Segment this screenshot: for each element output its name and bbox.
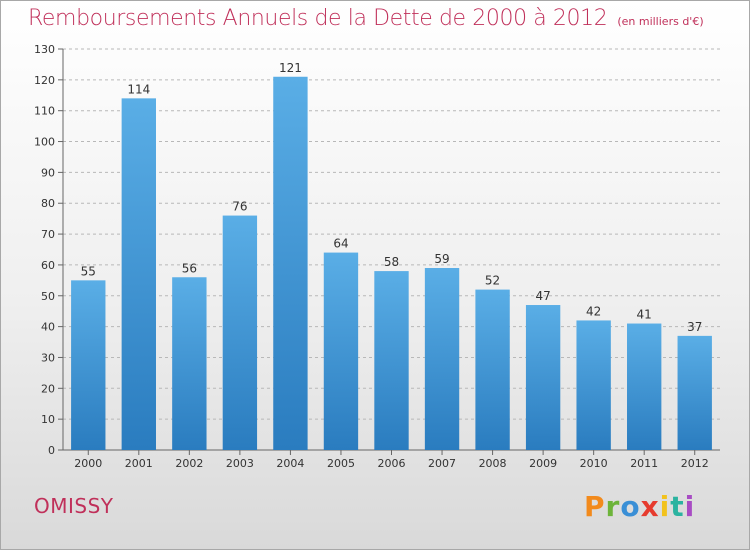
x-tick-label-2012: 2012 — [681, 457, 709, 470]
bar-2001 — [121, 98, 156, 450]
chart-title-group: Remboursements Annuels de la Dette de 20… — [28, 6, 704, 31]
bar-2006 — [374, 271, 409, 450]
x-tick-label-2003: 2003 — [226, 457, 254, 470]
x-tick-label-2009: 2009 — [529, 457, 557, 470]
bar-2007 — [424, 268, 460, 450]
y-tick-label: 40 — [41, 321, 55, 334]
value-label-2007: 59 — [434, 252, 449, 266]
y-tick-label: 70 — [41, 228, 55, 241]
value-label-2005: 64 — [333, 237, 348, 251]
bar-2004 — [273, 76, 308, 450]
bar-2003 — [222, 215, 258, 450]
value-label-2009: 47 — [535, 289, 550, 303]
y-tick-label: 110 — [34, 105, 55, 118]
bars — [71, 76, 712, 450]
value-label-2006: 58 — [384, 255, 399, 269]
labels: 0 10 20 30 40 50 60 70 80 90 100 110 120 130 55 2000 114… — [34, 43, 709, 470]
proxiti-logo: Proxiti — [584, 490, 696, 523]
x-tick-label-2004: 2004 — [276, 457, 304, 470]
x-tick-label-2011: 2011 — [630, 457, 658, 470]
bar-2000 — [71, 280, 106, 450]
bar-2005 — [323, 252, 359, 450]
value-label-2001: 114 — [127, 82, 150, 96]
bar-2012 — [677, 335, 712, 450]
commune-name: OMISSY — [34, 494, 114, 518]
chart-subtitle: (en milliers d'€) — [617, 15, 704, 28]
bar-2009 — [525, 305, 561, 450]
value-label-2002: 56 — [182, 261, 197, 275]
x-tick-label-2002: 2002 — [175, 457, 203, 470]
bar-2002 — [172, 277, 207, 450]
y-tick-label: 20 — [41, 382, 55, 395]
x-tick-label-2007: 2007 — [428, 457, 456, 470]
value-label-2003: 76 — [232, 200, 247, 214]
y-tick-label: 90 — [41, 166, 55, 179]
x-tick-label-2001: 2001 — [125, 457, 153, 470]
x-tick-label-2005: 2005 — [327, 457, 355, 470]
y-tick-label: 10 — [41, 413, 55, 426]
value-label-2011: 41 — [637, 308, 652, 322]
y-tick-label: 80 — [41, 197, 55, 210]
value-label-2010: 42 — [586, 304, 601, 318]
x-tick-label-2000: 2000 — [74, 457, 102, 470]
bar-2011 — [627, 323, 662, 450]
y-tick-label: 30 — [41, 351, 55, 364]
y-tick-label: 50 — [41, 290, 55, 303]
value-label-2008: 52 — [485, 274, 500, 288]
y-tick-label: 60 — [41, 259, 55, 272]
bar-2008 — [475, 289, 510, 450]
chart-title: Remboursements Annuels de la Dette de 20… — [28, 6, 608, 31]
value-label-2012: 37 — [687, 320, 702, 334]
x-tick-label-2006: 2006 — [378, 457, 406, 470]
y-tick-label: 100 — [34, 136, 55, 149]
y-tick-label: 130 — [34, 43, 55, 56]
value-label-2000: 55 — [81, 264, 96, 278]
value-label-2004: 121 — [279, 61, 302, 75]
y-tick-label: 0 — [48, 444, 55, 457]
bar-2010 — [576, 320, 611, 450]
y-tick-label: 120 — [34, 74, 55, 87]
x-tick-label-2010: 2010 — [580, 457, 608, 470]
x-tick-label-2008: 2008 — [479, 457, 507, 470]
